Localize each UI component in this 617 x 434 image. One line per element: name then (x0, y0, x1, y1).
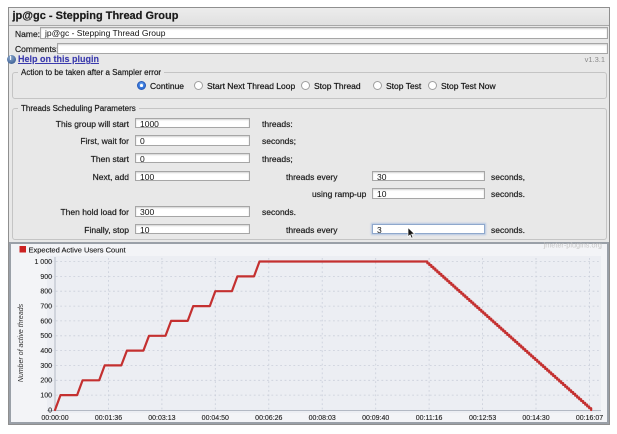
svg-text:00:12:53: 00:12:53 (469, 415, 496, 422)
svg-text:500: 500 (40, 333, 52, 340)
svg-text:900: 900 (40, 274, 52, 281)
svg-text:00:01:36: 00:01:36 (95, 415, 122, 422)
svg-text:00:03:13: 00:03:13 (148, 415, 175, 422)
svg-text:00:14:30: 00:14:30 (522, 415, 549, 422)
svg-text:1 000: 1 000 (34, 259, 52, 266)
svg-text:Expected Active Users Count: Expected Active Users Count (29, 246, 127, 255)
svg-text:00:11:16: 00:11:16 (416, 415, 443, 422)
svg-text:0: 0 (48, 407, 52, 414)
svg-text:200: 200 (40, 378, 52, 385)
svg-text:Number of active threads: Number of active threads (18, 303, 25, 382)
svg-text:jmeter-plugins.org: jmeter-plugins.org (543, 242, 602, 250)
svg-text:00:00:00: 00:00:00 (41, 415, 68, 422)
svg-text:00:04:50: 00:04:50 (202, 415, 229, 422)
svg-text:100: 100 (40, 393, 52, 400)
svg-text:700: 700 (40, 304, 52, 311)
svg-text:00:06:26: 00:06:26 (255, 415, 282, 422)
svg-text:00:09:40: 00:09:40 (362, 415, 389, 422)
svg-text:800: 800 (40, 289, 52, 296)
svg-text:600: 600 (40, 318, 52, 325)
svg-text:00:16:07: 00:16:07 (576, 415, 603, 422)
svg-text:00:08:03: 00:08:03 (309, 415, 336, 422)
svg-text:300: 300 (40, 363, 52, 370)
svg-text:400: 400 (40, 348, 52, 355)
